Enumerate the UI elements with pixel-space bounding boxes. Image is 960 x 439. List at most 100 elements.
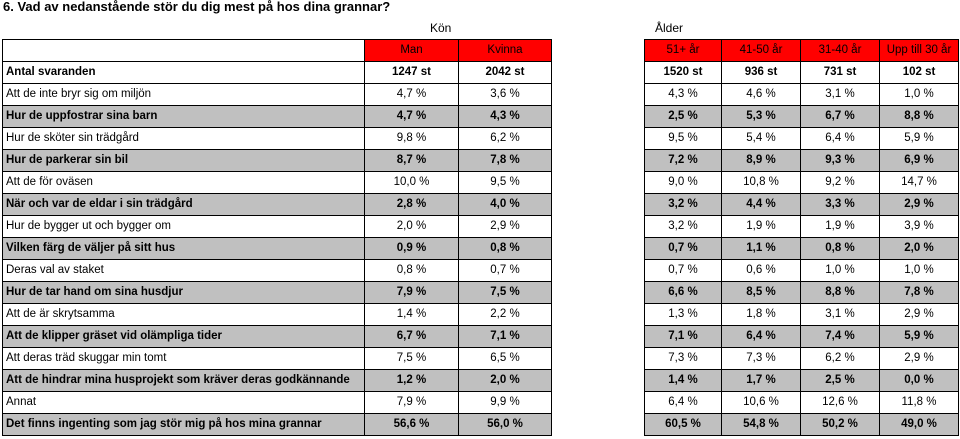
cell-41-50: 1,1 % xyxy=(721,237,801,260)
cell-man: 6,7 % xyxy=(364,325,459,348)
cell-51plus: 6,6 % xyxy=(644,281,722,304)
table-row: Hur de bygger ut och bygger om 2,0 % 2,9 %… xyxy=(2,215,959,238)
cell-31-40: 6,7 % xyxy=(800,105,880,128)
row-label: Antal svaranden xyxy=(2,61,365,84)
cell-41-50: 4,6 % xyxy=(721,83,801,106)
row-label: När och var de eldar i sin trädgård xyxy=(2,193,365,216)
table-row: Att deras träd skuggar min tomt 7,5 % 6,5 … xyxy=(2,347,959,370)
row-label: Att de hindrar mina husprojekt som kräve… xyxy=(2,369,365,392)
cell-man: 4,7 % xyxy=(364,83,459,106)
cell-kvinna: 56,0 % xyxy=(458,413,552,436)
cell-upp-till-30: 8,8 % xyxy=(879,105,959,128)
cell-man: 9,8 % xyxy=(364,127,459,150)
cell-31-40: 1,0 % xyxy=(800,259,880,282)
cell-kvinna: 7,1 % xyxy=(458,325,552,348)
row-label: Att de är skrytsamma xyxy=(2,303,365,326)
row-label: Det finns ingenting som jag stör mig på … xyxy=(2,413,365,436)
column-gap xyxy=(551,413,645,436)
table-row: Hur de parkerar sin bil 8,7 % 7,8 % 7,2 % 8,… xyxy=(2,149,959,172)
cell-kvinna: 4,3 % xyxy=(458,105,552,128)
table-row: Hur de tar hand om sina husdjur 7,9 % 7,5 … xyxy=(2,281,959,304)
cell-51plus: 1,3 % xyxy=(644,303,722,326)
table-row: Att de för oväsen 10,0 % 9,5 % 9,0 % 10,8 % 9… xyxy=(2,171,959,194)
cell-kvinna: 6,2 % xyxy=(458,127,552,150)
cell-51plus: 60,5 % xyxy=(644,413,722,436)
cell-51plus: 1520 st xyxy=(644,61,722,84)
cell-man: 4,7 % xyxy=(364,105,459,128)
cell-51plus: 7,1 % xyxy=(644,325,722,348)
cell-51plus: 6,4 % xyxy=(644,391,722,414)
cell-51plus: 3,2 % xyxy=(644,193,722,216)
cell-kvinna: 9,5 % xyxy=(458,171,552,194)
column-gap xyxy=(551,259,645,282)
row-label: Hur de uppfostrar sina barn xyxy=(2,105,365,128)
cell-31-40: 3,1 % xyxy=(800,303,880,326)
column-gap xyxy=(551,391,645,414)
cell-upp-till-30: 0,0 % xyxy=(879,369,959,392)
cell-upp-till-30: 2,9 % xyxy=(879,193,959,216)
cell-kvinna: 2,2 % xyxy=(458,303,552,326)
column-gap xyxy=(551,171,645,194)
page-title: 6. Vad av nedanstående stör du dig mest … xyxy=(3,0,391,14)
cell-upp-till-30: 2,9 % xyxy=(879,303,959,326)
cell-51plus: 9,5 % xyxy=(644,127,722,150)
row-label: Hur de sköter sin trädgård xyxy=(2,127,365,150)
cell-31-40: 9,3 % xyxy=(800,149,880,172)
cell-upp-till-30: 2,0 % xyxy=(879,237,959,260)
group-header-age: Ålder xyxy=(655,21,684,35)
cell-kvinna: 2,9 % xyxy=(458,215,552,238)
group-header-gender: Kön xyxy=(430,21,452,35)
cell-51plus: 1,4 % xyxy=(644,369,722,392)
column-gap xyxy=(551,369,645,392)
row-label: Hur de tar hand om sina husdjur xyxy=(2,281,365,304)
cell-upp-till-30: 6,9 % xyxy=(879,149,959,172)
col-header-man: Man xyxy=(364,39,459,62)
cell-kvinna: 6,5 % xyxy=(458,347,552,370)
column-gap xyxy=(551,237,645,260)
cell-31-40: 12,6 % xyxy=(800,391,880,414)
cell-man: 7,5 % xyxy=(364,347,459,370)
cell-man: 0,9 % xyxy=(364,237,459,260)
column-gap xyxy=(551,347,645,370)
cell-41-50: 1,8 % xyxy=(721,303,801,326)
header-corner xyxy=(2,39,365,62)
cell-31-40: 0,8 % xyxy=(800,237,880,260)
cell-kvinna: 2,0 % xyxy=(458,369,552,392)
cell-upp-till-30: 102 st xyxy=(879,61,959,84)
row-label: Annat xyxy=(2,391,365,414)
cell-41-50: 5,4 % xyxy=(721,127,801,150)
cell-upp-till-30: 1,0 % xyxy=(879,83,959,106)
table-row: Det finns ingenting som jag stör mig på … xyxy=(2,413,959,436)
column-gap xyxy=(551,61,645,84)
cell-31-40: 731 st xyxy=(800,61,880,84)
table-row: Att de inte bryr sig om miljön 4,7 % 3,6 %… xyxy=(2,83,959,106)
cell-kvinna: 0,8 % xyxy=(458,237,552,260)
cell-upp-till-30: 5,9 % xyxy=(879,127,959,150)
column-gap xyxy=(551,127,645,150)
column-gap xyxy=(551,303,645,326)
cell-51plus: 4,3 % xyxy=(644,83,722,106)
row-label: Att de inte bryr sig om miljön xyxy=(2,83,365,106)
cell-31-40: 3,1 % xyxy=(800,83,880,106)
cell-41-50: 54,8 % xyxy=(721,413,801,436)
cell-man: 1,4 % xyxy=(364,303,459,326)
cell-41-50: 10,8 % xyxy=(721,171,801,194)
cell-man: 10,0 % xyxy=(364,171,459,194)
cell-31-40: 1,9 % xyxy=(800,215,880,238)
cell-31-40: 6,4 % xyxy=(800,127,880,150)
cell-41-50: 1,7 % xyxy=(721,369,801,392)
column-gap xyxy=(551,215,645,238)
cell-upp-till-30: 11,8 % xyxy=(879,391,959,414)
cell-51plus: 2,5 % xyxy=(644,105,722,128)
cell-51plus: 3,2 % xyxy=(644,215,722,238)
cell-41-50: 6,4 % xyxy=(721,325,801,348)
table-row: När och var de eldar i sin trädgård 2,8 %… xyxy=(2,193,959,216)
col-header-31-40: 31-40 år xyxy=(800,39,880,62)
table-row: Att de hindrar mina husprojekt som kräve… xyxy=(2,369,959,392)
table-row: Vilken färg de väljer på sitt hus 0,9 % 0,… xyxy=(2,237,959,260)
cell-41-50: 1,9 % xyxy=(721,215,801,238)
cell-51plus: 0,7 % xyxy=(644,237,722,260)
cell-41-50: 10,6 % xyxy=(721,391,801,414)
table-row: Att de är skrytsamma 1,4 % 2,2 % 1,3 % 1,8 %… xyxy=(2,303,959,326)
cell-upp-till-30: 5,9 % xyxy=(879,325,959,348)
